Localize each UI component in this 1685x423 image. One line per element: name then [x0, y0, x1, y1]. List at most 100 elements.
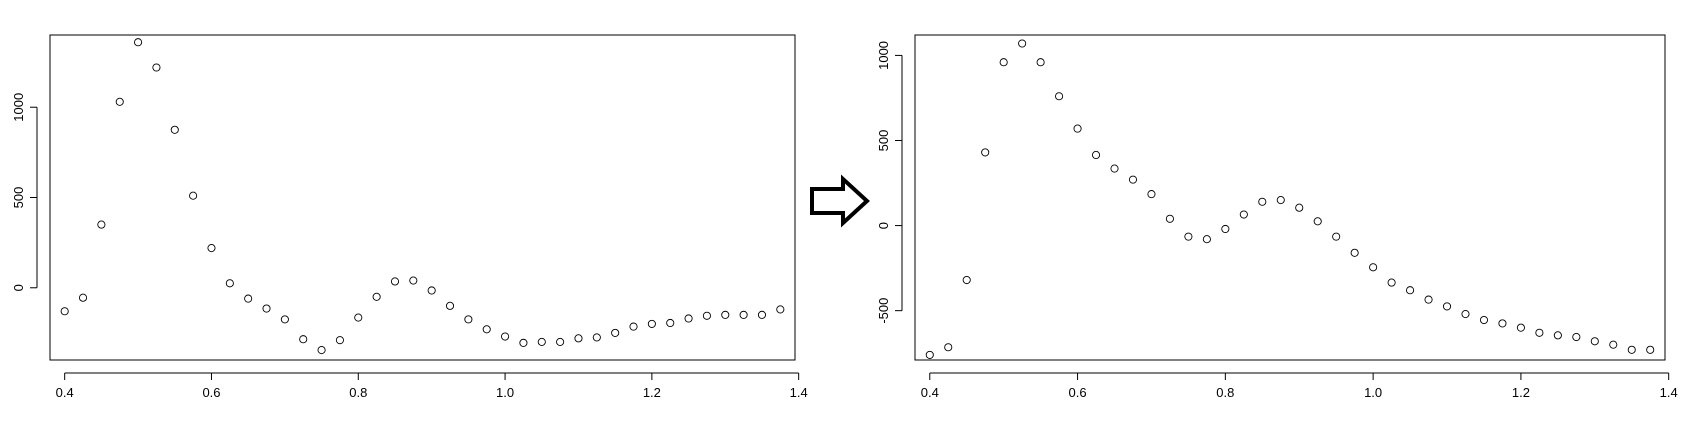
data-point — [962, 275, 971, 285]
x-tick-label: 0.8 — [1216, 385, 1234, 400]
x-tick-label: 0.6 — [202, 385, 220, 400]
data-point — [1110, 164, 1119, 173]
data-point — [1036, 58, 1045, 67]
data-point — [1572, 332, 1581, 342]
right-scatter-plot: 0.4 0.6 0.8 1.0 1.2 1.4 -500 0 500 1000 — [876, 34, 1678, 400]
data-point — [1128, 175, 1138, 184]
data-point — [409, 276, 418, 285]
data-point — [1073, 124, 1082, 133]
data-point — [1332, 232, 1341, 241]
plot-frame — [49, 34, 796, 361]
data-point — [134, 38, 143, 47]
data-point — [776, 305, 785, 314]
plot-frame — [914, 34, 1666, 361]
data-point — [1276, 196, 1285, 205]
x-tick-label: 0.6 — [1069, 385, 1087, 400]
data-point — [537, 337, 546, 346]
data-point — [1221, 224, 1230, 234]
data-point — [78, 293, 88, 302]
data-point — [1479, 315, 1489, 325]
data-point — [1258, 197, 1267, 206]
data-point — [335, 336, 344, 345]
x-tick-label: 1.4 — [790, 385, 808, 400]
data-point — [1313, 217, 1322, 226]
data-point — [262, 304, 271, 313]
data-point — [1442, 302, 1452, 311]
left-scatter-plot: 0.4 0.6 0.8 1.0 1.2 1.4 0 500 1000 — [11, 34, 808, 400]
data-point — [944, 343, 953, 352]
data-point — [556, 337, 565, 346]
x-tick-label: 1.0 — [496, 385, 514, 400]
data-point — [1406, 286, 1415, 295]
data-point — [115, 97, 124, 106]
y-tick-label: 1000 — [876, 41, 891, 70]
data-point — [390, 277, 400, 286]
data-point — [501, 332, 510, 341]
data-point — [372, 292, 381, 301]
data-point — [152, 63, 161, 72]
data-point — [60, 307, 69, 316]
data-point — [170, 125, 179, 134]
data-point — [189, 191, 198, 200]
y-tick-label: 500 — [11, 187, 26, 209]
data-point — [1202, 235, 1211, 244]
x-tick-label: 1.2 — [1512, 385, 1530, 400]
right-arrow-icon — [810, 174, 870, 228]
data-point — [1239, 210, 1248, 219]
data-point — [981, 148, 990, 157]
x-tick-label: 0.4 — [921, 385, 939, 400]
data-point — [1498, 319, 1507, 328]
data-point — [702, 311, 711, 320]
x-tick-label: 0.8 — [349, 385, 367, 400]
data-point — [574, 334, 583, 343]
data-point — [317, 346, 326, 355]
data-point — [225, 279, 234, 288]
data-point — [647, 319, 656, 328]
data-point — [1055, 92, 1064, 101]
data-point — [97, 220, 106, 229]
data-point — [1461, 310, 1470, 319]
data-point — [1295, 203, 1304, 212]
x-tick-label: 0.4 — [56, 385, 74, 400]
data-point — [1350, 248, 1359, 257]
data-point — [354, 313, 363, 322]
data-point — [427, 286, 436, 295]
data-point — [1091, 150, 1101, 160]
data-point — [629, 322, 638, 331]
y-tick-label: 0 — [876, 222, 891, 229]
data-point — [1627, 345, 1636, 354]
data-point — [1424, 295, 1433, 304]
data-point — [519, 338, 528, 347]
data-point — [1387, 278, 1396, 287]
data-point — [1165, 214, 1174, 223]
data-point — [464, 315, 473, 324]
y-tick-label: 1000 — [11, 93, 26, 122]
data-point — [721, 310, 730, 319]
data-point — [666, 318, 675, 328]
data-point — [757, 310, 767, 319]
data-point — [244, 294, 253, 303]
y-tick-label: 500 — [876, 130, 891, 152]
data-point — [739, 310, 748, 319]
data-point — [1184, 232, 1193, 241]
data-point — [999, 58, 1008, 67]
data-point — [1516, 323, 1525, 332]
data-point — [1646, 345, 1655, 354]
y-tick-label: 0 — [11, 284, 26, 291]
data-point — [445, 301, 455, 310]
data-point — [482, 325, 491, 334]
data-point — [280, 315, 289, 324]
data-point — [1018, 39, 1027, 48]
y-tick-label: -500 — [876, 298, 891, 324]
data-point — [684, 314, 693, 323]
data-point — [1609, 340, 1618, 349]
data-point — [299, 335, 308, 344]
data-point — [1535, 328, 1544, 337]
x-tick-label: 1.2 — [643, 385, 661, 400]
data-point — [925, 350, 934, 359]
x-tick-label: 1.0 — [1364, 385, 1382, 400]
x-tick-label: 1.4 — [1660, 385, 1678, 400]
data-point — [1590, 337, 1599, 346]
data-point — [207, 244, 216, 253]
